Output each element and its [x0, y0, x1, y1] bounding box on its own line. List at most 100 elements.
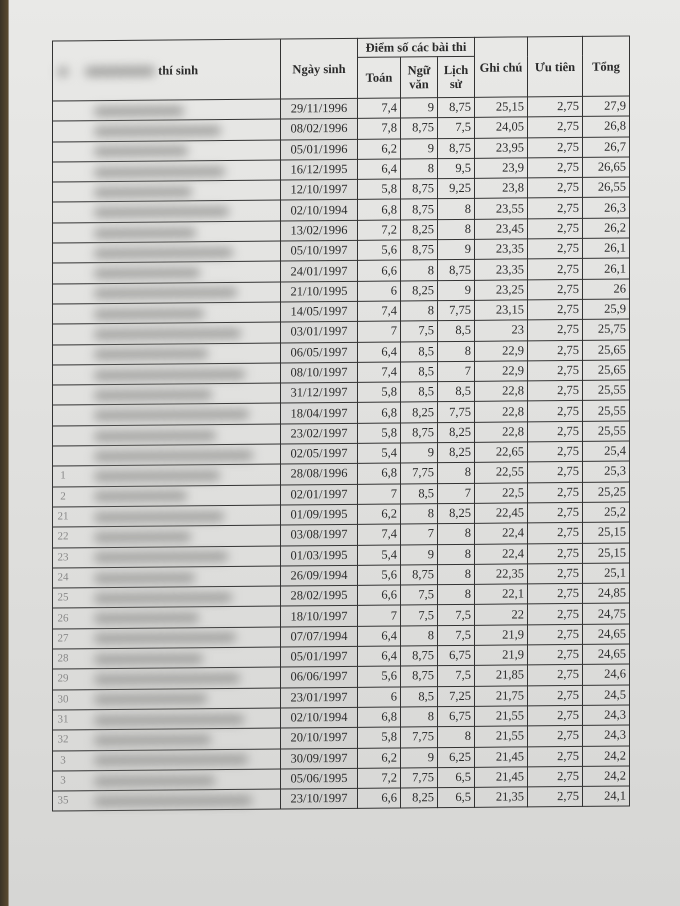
stt-cell [52, 283, 73, 304]
stt-cell: 29 [52, 669, 73, 690]
ghi-chu-cell: 22,35 [474, 563, 528, 585]
tong-cell: 25,1 [582, 562, 630, 584]
ngu-van-cell: 8,75 [400, 199, 438, 220]
ngu-van-cell: 8 [400, 260, 438, 281]
dob-cell: 05/06/1995 [280, 768, 358, 790]
toan-cell: 5,4 [357, 443, 401, 464]
ngu-van-cell: 8,25 [400, 787, 438, 809]
stt-cell: 1 [52, 466, 73, 487]
ghi-chu-cell: 21,75 [474, 685, 528, 707]
stt-cell: 24 [52, 567, 73, 589]
dob-cell: 30/09/1997 [280, 747, 358, 769]
dob-cell: 08/10/1997 [280, 362, 358, 384]
lich-su-cell: 7,75 [437, 401, 475, 423]
uu-tien-cell: 2,75 [527, 745, 583, 767]
stt-cell [52, 242, 73, 264]
name-cell-blurred [73, 180, 281, 203]
toan-cell: 7,2 [357, 767, 401, 789]
ghi-chu-cell: 21,45 [474, 746, 528, 768]
name-cell-blurred [73, 586, 281, 609]
ngu-van-cell: 8,5 [400, 686, 438, 707]
stt-cell: 28 [52, 648, 73, 670]
ghi-chu-cell: 24,05 [474, 117, 528, 138]
ngu-van-cell: 9 [400, 97, 438, 119]
toan-cell: 5,6 [357, 666, 401, 687]
dob-cell: 08/02/1996 [280, 118, 358, 140]
uu-tien-cell: 2,75 [527, 766, 583, 787]
ngu-van-cell: 8 [400, 625, 438, 646]
ngu-van-cell: 7,75 [400, 726, 438, 748]
ngu-van-cell: 9 [400, 138, 438, 159]
ghi-chu-cell: 23 [474, 320, 528, 341]
toan-cell: 6,2 [357, 503, 401, 525]
uu-tien-cell: 2,75 [527, 116, 583, 138]
toan-cell: 6,2 [357, 138, 401, 160]
toan-cell: 7,2 [357, 219, 401, 241]
ghi-chu-cell: 22,45 [474, 502, 528, 524]
uu-tien-cell: 2,75 [527, 664, 583, 686]
lich-su-cell: 8 [437, 462, 475, 484]
table-row: 35 23/10/1997 6,6 8,25 6,5 21,35 2,75 24,1 [52, 786, 630, 812]
dob-cell: 06/06/1997 [280, 666, 358, 688]
stt-cell [52, 121, 73, 142]
name-cell-blurred [73, 423, 281, 446]
lich-su-cell: 8 [437, 543, 475, 565]
tong-cell: 26,55 [582, 177, 630, 198]
toan-cell: 5,4 [357, 544, 401, 566]
dob-cell: 28/02/1995 [280, 585, 358, 607]
tong-cell: 27,9 [582, 95, 630, 117]
name-cell-blurred [73, 687, 281, 710]
ngu-van-cell: 8,25 [400, 402, 438, 423]
uu-tien-cell: 2,75 [527, 319, 583, 341]
ghi-chu-cell: 21,9 [474, 644, 528, 666]
stt-cell [52, 100, 73, 122]
lich-su-cell: 8 [437, 584, 475, 606]
ngu-van-cell: 7,75 [400, 463, 438, 484]
name-cell-blurred [73, 322, 281, 345]
ngu-van-cell: 7,5 [400, 605, 438, 626]
stt-cell [52, 384, 73, 406]
ngu-van-cell: 8,25 [400, 280, 438, 301]
toan-cell: 7 [357, 483, 401, 505]
ngu-van-cell: 8,75 [400, 564, 438, 586]
ngu-van-cell: 7,75 [400, 767, 438, 789]
tong-cell: 25,2 [582, 501, 630, 523]
header-scores-group: Điểm số các bài thi [357, 37, 475, 58]
name-cell-blurred [73, 606, 281, 629]
stt-cell [52, 263, 73, 284]
lich-su-cell: 8,5 [437, 381, 475, 403]
toan-cell: 5,6 [357, 564, 401, 586]
toan-cell: 5,8 [357, 179, 401, 200]
uu-tien-cell: 2,75 [527, 624, 583, 645]
tong-cell: 25,9 [582, 298, 630, 320]
dob-cell: 12/10/1997 [280, 179, 358, 201]
ngu-van-cell: 9 [400, 442, 438, 464]
header-ngu-van: Ngữ văn [400, 56, 438, 98]
stt-cell: 26 [52, 608, 73, 629]
uu-tien-cell: 2,75 [527, 197, 583, 219]
dob-cell: 23/02/1997 [280, 423, 358, 445]
lich-su-cell: 8,75 [437, 259, 475, 281]
ngu-van-cell: 8,5 [400, 361, 438, 383]
stt-cell: 30 [52, 689, 73, 710]
ngu-van-cell: 8 [400, 503, 438, 525]
name-cell-blurred [73, 200, 281, 223]
stt-cell [52, 202, 73, 223]
lich-su-cell: 6,25 [437, 746, 475, 768]
name-cell-blurred [73, 362, 281, 385]
uu-tien-cell: 2,75 [527, 279, 583, 300]
name-cell-blurred [73, 444, 281, 467]
lich-su-cell: 8 [437, 564, 475, 585]
header-tong: Tổng [582, 35, 630, 97]
lich-su-cell: 7,5 [437, 625, 475, 646]
name-cell-blurred [73, 768, 281, 791]
stt-cell: 3 [52, 750, 73, 771]
lich-su-cell: 6,5 [437, 787, 475, 809]
toan-cell: 6,8 [357, 706, 401, 728]
toan-cell: 6,6 [357, 585, 401, 606]
ngu-van-cell: 8,75 [400, 665, 438, 687]
stt-cell [52, 425, 73, 447]
uu-tien-cell: 2,75 [527, 786, 583, 808]
header-lich-su: Lịch sử [437, 56, 475, 98]
ngu-van-cell: 7,5 [400, 320, 438, 342]
